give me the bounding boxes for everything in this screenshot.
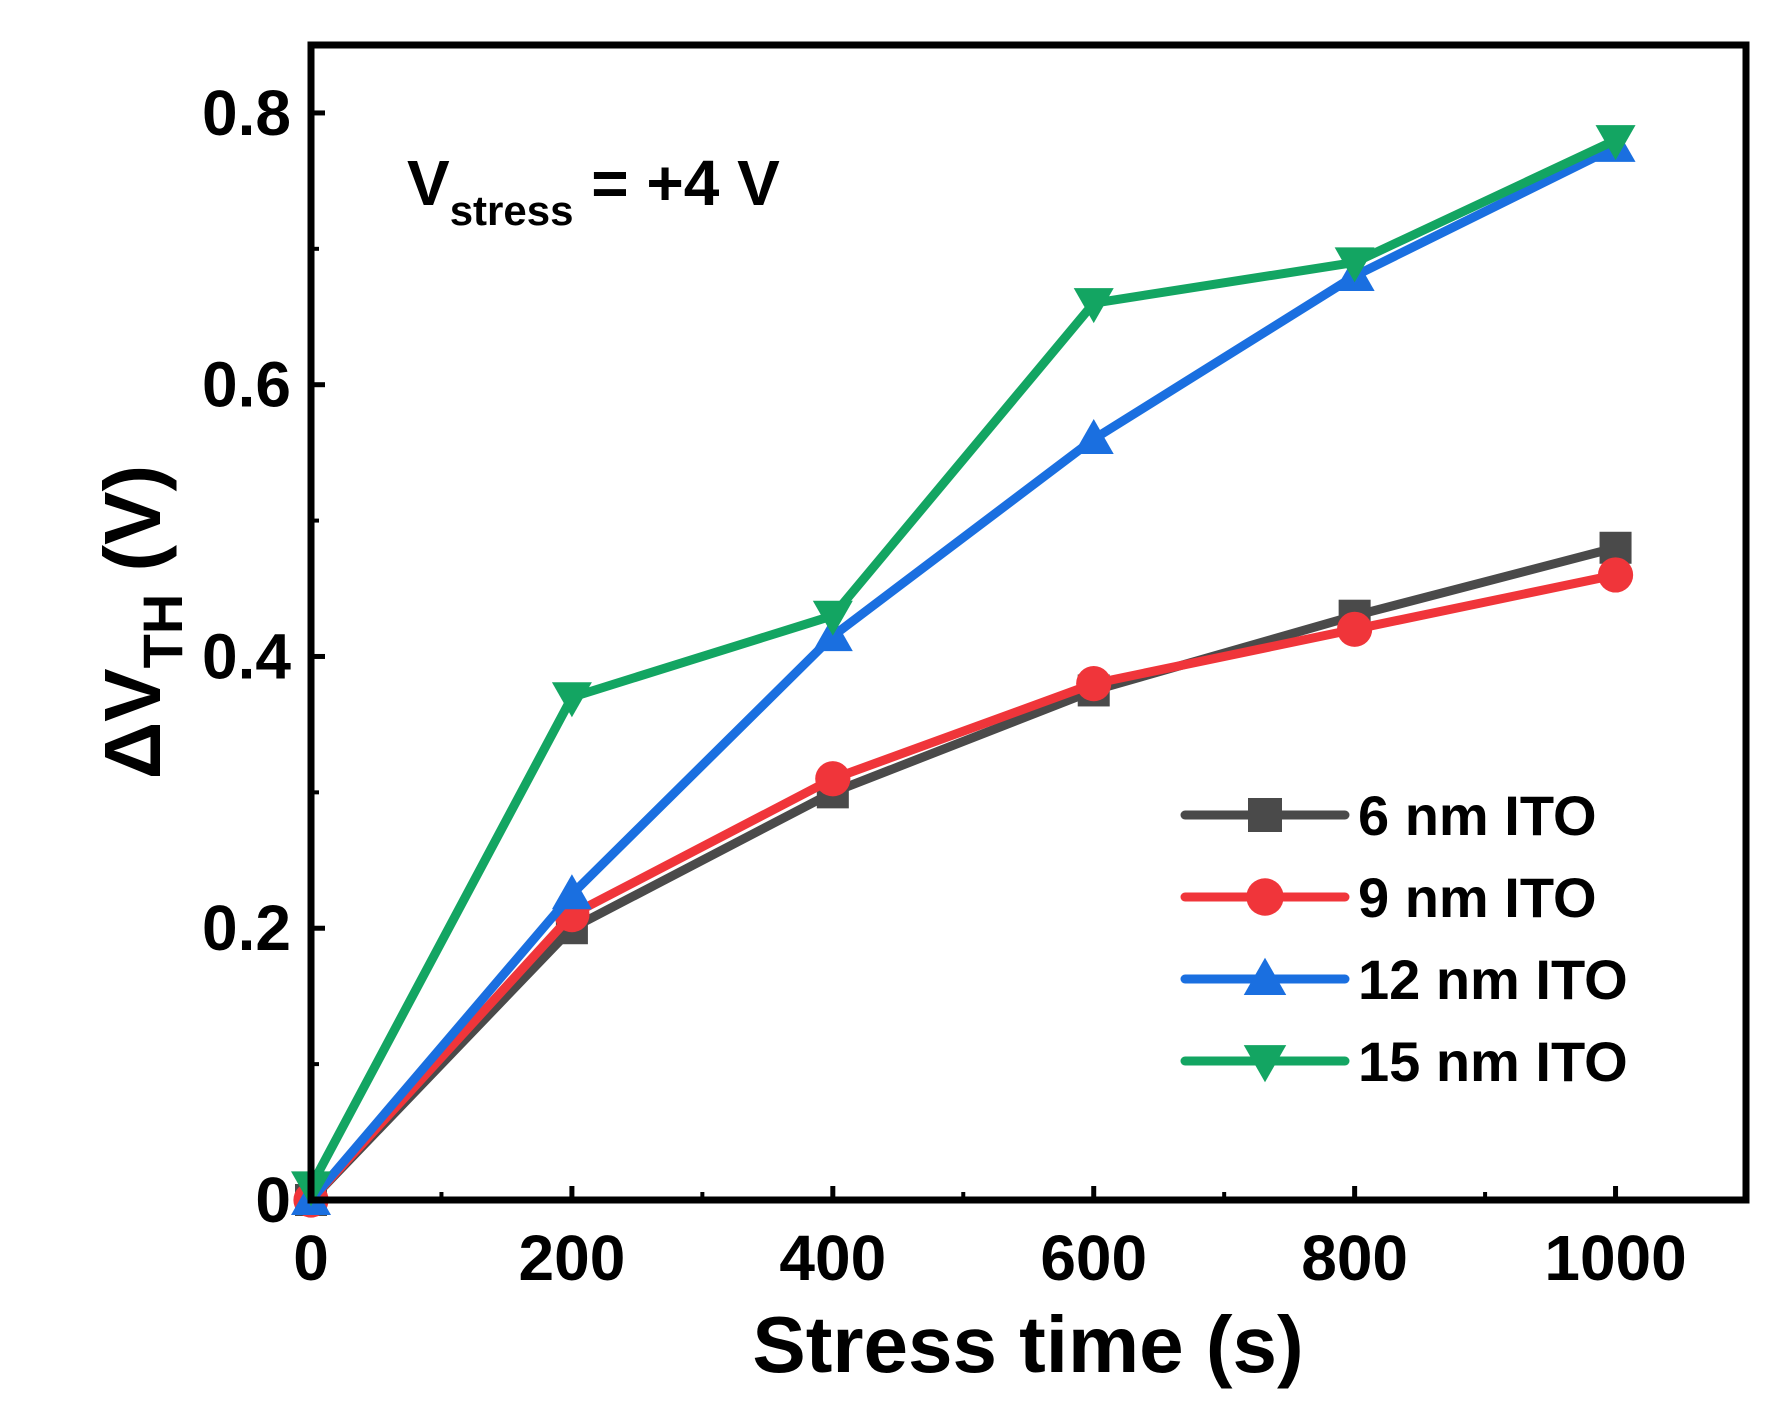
data-point: [1073, 288, 1114, 324]
y-tick-label: 0.6: [202, 349, 291, 421]
data-point: [815, 761, 851, 797]
series-4: [291, 125, 1636, 1207]
x-axis-title: Stress time (s): [752, 1300, 1303, 1389]
y-tick-label: 0.4: [202, 620, 291, 692]
y-axis-title-prefix: ΔV: [88, 668, 177, 779]
legend: 6 nm ITO 9 nm ITO 12 nm ITO 15 nm ITO: [1180, 784, 1628, 1093]
legend-item: 9 nm ITO: [1180, 866, 1597, 929]
legend-marker: [1246, 878, 1284, 916]
y-axis-title-suffix: (V): [88, 465, 177, 594]
stress-annotation: Vstress = +4 V: [407, 147, 780, 234]
legend-marker: [1243, 1045, 1287, 1083]
data-point: [1334, 247, 1375, 283]
x-tick-label: 0: [293, 1222, 329, 1294]
series-line: [306, 142, 1621, 1205]
legend-label: 6 nm ITO: [1358, 784, 1597, 847]
legend-item: 12 nm ITO: [1180, 948, 1628, 1011]
legend-marker: [1243, 957, 1287, 995]
data-point: [1595, 125, 1636, 161]
legend-label: 15 nm ITO: [1358, 1030, 1628, 1093]
legend-item: 6 nm ITO: [1180, 784, 1597, 847]
series-3: [291, 126, 1636, 1215]
plot-frame: [307, 41, 1750, 1204]
data-point: [1337, 611, 1373, 647]
data-point: [812, 600, 853, 636]
series-line: [306, 135, 1621, 1191]
x-tick-label: 200: [519, 1222, 626, 1294]
y-tick-label: 0: [255, 1164, 291, 1236]
data-point: [551, 874, 592, 910]
series-line: [306, 543, 1621, 1205]
y-tick-label: 0.2: [202, 892, 291, 964]
annotation-tail: = +4 V: [573, 147, 780, 219]
legend-label: 12 nm ITO: [1358, 948, 1628, 1011]
data-point: [1076, 666, 1112, 702]
data-point: [551, 682, 592, 718]
legend-item: 15 nm ITO: [1180, 1030, 1628, 1093]
x-tick-label: 1000: [1544, 1222, 1686, 1294]
annotation-main: V: [407, 147, 450, 219]
y-tick-label: 0.8: [202, 77, 291, 149]
series-line: [306, 570, 1621, 1205]
legend-marker: [1248, 798, 1282, 832]
x-tick-label: 400: [779, 1222, 886, 1294]
y-axis-title-subscript: TH: [131, 594, 194, 669]
y-axis-title: ΔVTH (V): [88, 465, 194, 779]
annotation-subscript: stress: [450, 187, 574, 234]
legend-label: 9 nm ITO: [1358, 866, 1597, 929]
x-tick-label: 600: [1040, 1222, 1147, 1294]
data-point: [1597, 557, 1634, 593]
x-tick-label: 800: [1301, 1222, 1408, 1294]
data-point: [1073, 419, 1114, 455]
